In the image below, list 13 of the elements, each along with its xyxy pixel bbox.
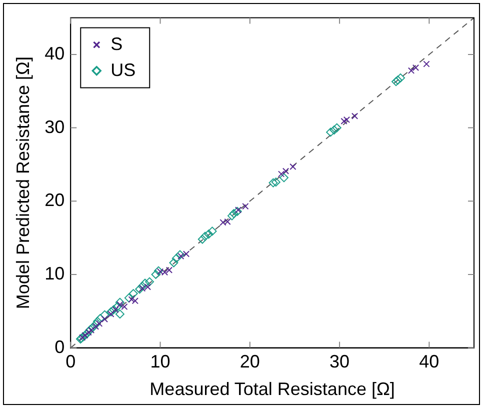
y-tick-label: 20 (44, 190, 65, 210)
y-axis-title: Model Predicted Resistance [Ω] (12, 56, 33, 310)
x-tick-label: 40 (419, 352, 440, 372)
x-tick-label: 20 (240, 352, 260, 372)
x-axis-title: Measured Total Resistance [Ω] (150, 379, 395, 400)
y-tick-label: 40 (44, 43, 65, 64)
x-tick-label: 10 (150, 352, 170, 372)
y-tick-label: 0 (54, 336, 65, 357)
legend-label: S (110, 34, 123, 54)
x-tick-label: 30 (330, 352, 350, 372)
y-tick-label: 10 (44, 263, 65, 284)
legend-label: US (110, 60, 136, 80)
y-tick-label: 30 (44, 116, 65, 137)
